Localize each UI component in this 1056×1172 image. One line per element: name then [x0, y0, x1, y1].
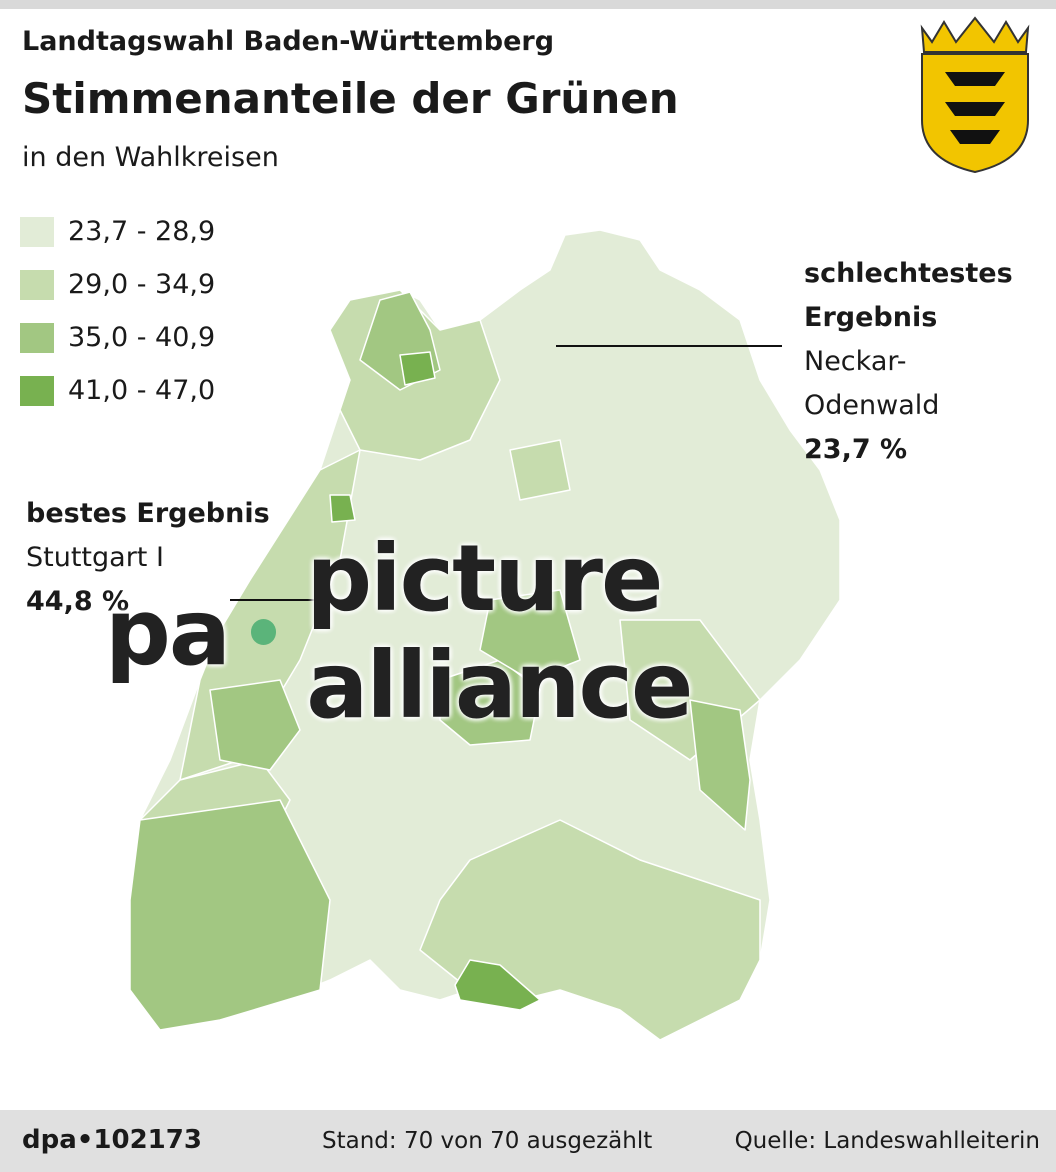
footer-status: Stand: 70 von 70 ausgezählt: [322, 1128, 653, 1154]
legend-swatch: [20, 216, 54, 247]
title: Stimmenanteile der Grünen: [22, 74, 679, 123]
legend-item: 41,0 - 47,0: [20, 364, 215, 417]
legend-swatch: [20, 269, 54, 300]
watermark-dot: [250, 619, 277, 645]
footer: dpa•102173 Stand: 70 von 70 ausgezählt Q…: [0, 1110, 1056, 1172]
annotation-heading: bestes Ergebnis: [26, 498, 270, 529]
legend-item: 23,7 - 28,9: [20, 205, 215, 258]
footer-source: Quelle: Landeswahlleiterin: [734, 1128, 1040, 1154]
legend-swatch: [20, 375, 54, 406]
annotation: schlechtestes Ergebnis Neckar-Odenwald 2…: [804, 252, 1034, 472]
legend-label: 41,0 - 47,0: [68, 375, 216, 406]
kicker: Landtagswahl Baden-Württemberg: [22, 26, 555, 57]
region: [689, 699, 751, 831]
legend-item: 35,0 - 40,9: [20, 311, 215, 364]
annotation-district: Neckar-Odenwald: [804, 346, 940, 421]
annotation: bestes Ergebnis Stuttgart I 44,8 %: [26, 492, 270, 624]
annotation-value: 44,8 %: [26, 586, 130, 617]
legend-label: 29,0 - 34,9: [68, 269, 216, 300]
region: [509, 439, 571, 501]
legend-label: 35,0 - 40,9: [68, 322, 216, 353]
legend-item: 29,0 - 34,9: [20, 258, 215, 311]
footer-id: dpa•102173: [22, 1125, 202, 1155]
watermark-text: picture alliance: [306, 525, 693, 739]
annotation-heading: schlechtestes Ergebnis: [804, 258, 1013, 333]
subtitle: in den Wahlkreisen: [22, 142, 279, 173]
region: [479, 589, 581, 681]
region: [209, 679, 301, 771]
legend: 23,7 - 28,9 29,0 - 34,9 35,0 - 40,9 41,0 - …: [20, 205, 215, 417]
region: [329, 494, 356, 523]
region: [454, 959, 541, 1011]
legend-label: 23,7 - 28,9: [68, 216, 216, 247]
coat-of-arms: [920, 16, 1030, 174]
region: [129, 799, 331, 1031]
watermark: pa picture alliance: [105, 525, 1056, 739]
annotation-district: Stuttgart I: [26, 542, 164, 573]
watermark-text: pa: [105, 578, 231, 686]
top-bar: [0, 0, 1056, 9]
legend-swatch: [20, 322, 54, 353]
region: [399, 351, 436, 386]
annotation-value: 23,7 %: [804, 434, 908, 465]
